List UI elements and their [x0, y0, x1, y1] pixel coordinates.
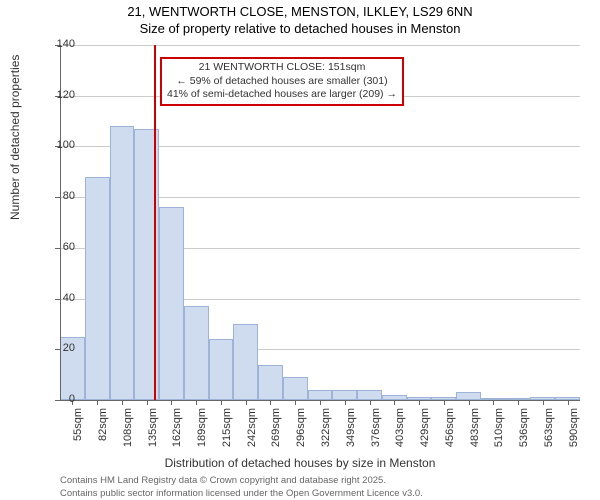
x-tick-label: 296sqm — [295, 408, 307, 468]
footer-line1: Contains HM Land Registry data © Crown c… — [60, 475, 423, 487]
x-tick-label: 82sqm — [97, 408, 109, 468]
footer-line2: Contains public sector information licen… — [60, 488, 423, 500]
histogram-bar — [110, 126, 135, 400]
x-axis — [60, 400, 580, 401]
histogram-bar — [357, 390, 382, 400]
histogram-bar — [233, 324, 258, 400]
title-line1: 21, WENTWORTH CLOSE, MENSTON, ILKLEY, LS… — [0, 0, 600, 21]
annotation-box: 21 WENTWORTH CLOSE: 151sqm ← 59% of deta… — [160, 57, 404, 106]
histogram-bar — [308, 390, 333, 400]
histogram-bar — [184, 306, 209, 400]
histogram-bar — [85, 177, 110, 400]
y-tick-label: 0 — [45, 393, 75, 405]
x-tick-label: 55sqm — [72, 408, 84, 468]
x-tick-label: 215sqm — [221, 408, 233, 468]
x-tick-label: 242sqm — [246, 408, 258, 468]
y-tick-label: 20 — [45, 342, 75, 354]
histogram-bar — [332, 390, 357, 400]
footer-text: Contains HM Land Registry data © Crown c… — [60, 475, 423, 500]
y-tick-label: 80 — [45, 190, 75, 202]
annotation-line1: 21 WENTWORTH CLOSE: 151sqm — [167, 61, 397, 75]
histogram-bar — [456, 392, 481, 400]
plot-area: 21 WENTWORTH CLOSE: 151sqm ← 59% of deta… — [60, 45, 580, 400]
x-tick-label: 536sqm — [518, 408, 530, 468]
gridline — [60, 45, 580, 46]
y-tick-label: 100 — [45, 139, 75, 151]
x-tick-label: 429sqm — [419, 408, 431, 468]
histogram-bar — [283, 377, 308, 400]
x-tick-label: 456sqm — [444, 408, 456, 468]
histogram-bar — [209, 339, 234, 400]
x-tick-label: 510sqm — [493, 408, 505, 468]
x-tick-label: 269sqm — [270, 408, 282, 468]
annotation-line3: 41% of semi-detached houses are larger (… — [167, 88, 397, 102]
x-tick-label: 108sqm — [122, 408, 134, 468]
x-tick-label: 322sqm — [320, 408, 332, 468]
y-axis-label: Number of detached properties — [8, 55, 22, 220]
chart-container: 21, WENTWORTH CLOSE, MENSTON, ILKLEY, LS… — [0, 0, 600, 500]
annotation-line2: ← 59% of detached houses are smaller (30… — [167, 75, 397, 89]
histogram-bar — [258, 365, 283, 401]
x-tick-label: 590sqm — [568, 408, 580, 468]
x-tick-label: 563sqm — [543, 408, 555, 468]
x-tick-label: 349sqm — [345, 408, 357, 468]
histogram-bar — [159, 207, 184, 400]
x-tick-label: 483sqm — [469, 408, 481, 468]
x-tick-label: 403sqm — [394, 408, 406, 468]
x-tick-label: 189sqm — [196, 408, 208, 468]
title-line2: Size of property relative to detached ho… — [0, 21, 600, 38]
y-tick-label: 60 — [45, 241, 75, 253]
y-tick-label: 120 — [45, 89, 75, 101]
reference-line — [154, 45, 156, 400]
y-tick-label: 40 — [45, 292, 75, 304]
x-tick-label: 162sqm — [171, 408, 183, 468]
x-tick-label: 135sqm — [147, 408, 159, 468]
x-tick-label: 376sqm — [370, 408, 382, 468]
y-tick-label: 140 — [45, 38, 75, 50]
